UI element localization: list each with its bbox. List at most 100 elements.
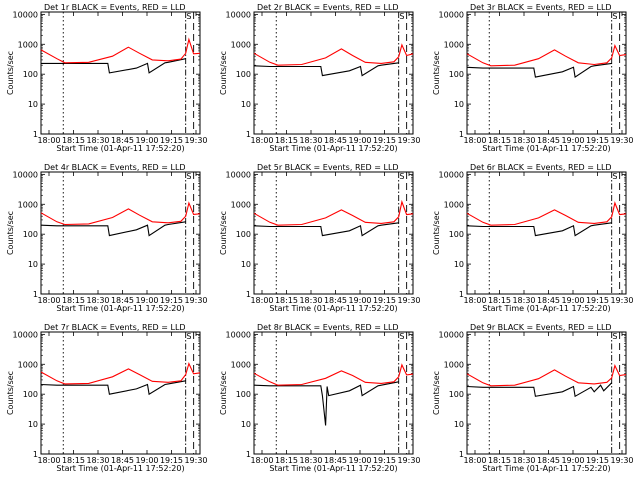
detector-panel: Det 2r BLACK = Events, RED = LLD 1 10 100 10… <box>219 3 421 153</box>
y-tick-label: 10000 <box>226 170 251 179</box>
x-tick-label: 19:30 <box>610 296 633 305</box>
x-tick-label: 19:15 <box>373 296 396 305</box>
y-tick-label: 1000 <box>444 200 464 209</box>
attenuator-flag: S <box>186 172 191 181</box>
y-tick-label: 1000 <box>444 40 464 49</box>
panel-title: Det 6r BLACK = Events, RED = LLD <box>470 163 612 172</box>
x-tick-label: 18:00 <box>463 136 486 145</box>
x-tick-label: 18:30 <box>86 296 109 305</box>
attenuator-flag: S <box>612 12 617 21</box>
x-tick-label: 18:15 <box>62 456 85 465</box>
y-tick-label: 10000 <box>13 10 38 19</box>
events-series-line <box>253 62 399 77</box>
y-tick-label: 10000 <box>439 10 464 19</box>
y-tick-label: 10000 <box>226 330 251 339</box>
x-tick-label: 19:00 <box>348 296 371 305</box>
y-tick-label: 10000 <box>13 330 38 339</box>
detector-panel: Det 7r BLACK = Events, RED = LLD 1 10 100 10… <box>6 323 208 473</box>
y-tick-label: 1 <box>246 130 251 139</box>
y-tick-label: 10 <box>241 420 251 429</box>
x-tick-label: 18:45 <box>324 296 347 305</box>
x-axis-label: Start Time (01-Apr-11 17:52:20) <box>269 464 397 473</box>
y-tick-label: 1000 <box>231 360 251 369</box>
plot-frame <box>466 11 627 135</box>
detector-panel: Det 8r BLACK = Events, RED = LLD 1 10 100 10… <box>219 323 421 473</box>
lld-series-line <box>253 363 414 386</box>
y-axis-label: Counts/sec <box>219 211 228 255</box>
x-tick-label: 19:30 <box>397 136 420 145</box>
x-tick-label: 18:00 <box>463 456 486 465</box>
y-tick-label: 10 <box>241 260 251 269</box>
x-tick-label: 18:15 <box>488 136 511 145</box>
y-tick-label: 100 <box>449 390 464 399</box>
y-tick-label: 100 <box>23 390 38 399</box>
plot-frame <box>253 331 414 455</box>
plot-frame <box>466 331 627 455</box>
y-tick-label: 10 <box>28 420 38 429</box>
lld-series-line <box>253 43 414 66</box>
y-axis-label: Counts/sec <box>219 371 228 415</box>
y-tick-label: 1 <box>33 450 38 459</box>
x-axis-label: Start Time (01-Apr-11 17:52:20) <box>482 304 610 313</box>
events-series-line <box>41 58 186 74</box>
x-tick-label: 19:15 <box>373 136 396 145</box>
x-axis-label: Start Time (01-Apr-11 17:52:20) <box>56 304 184 313</box>
x-tick-label: 18:45 <box>324 136 347 145</box>
y-tick-label: 100 <box>449 70 464 79</box>
x-tick-label: 18:00 <box>250 136 273 145</box>
x-tick-label: 18:45 <box>537 296 560 305</box>
events-series-line <box>40 380 186 396</box>
attenuator-flag: S <box>186 332 191 341</box>
x-tick-label: 18:30 <box>86 136 109 145</box>
x-axis-label: Start Time (01-Apr-11 17:52:20) <box>56 464 184 473</box>
y-tick-label: 10 <box>241 100 251 109</box>
y-tick-label: 1000 <box>231 40 251 49</box>
x-tick-label: 18:00 <box>250 456 273 465</box>
x-tick-label: 18:30 <box>299 296 322 305</box>
y-axis-label: Counts/sec <box>6 51 15 95</box>
y-tick-label: 1000 <box>231 200 251 209</box>
x-tick-label: 19:15 <box>160 136 183 145</box>
x-tick-label: 18:45 <box>537 456 560 465</box>
x-tick-label: 18:30 <box>299 136 322 145</box>
attenuator-flag: S <box>612 172 617 181</box>
attenuator-flag: S <box>399 12 404 21</box>
y-tick-label: 10 <box>454 420 464 429</box>
x-axis-label: Start Time (01-Apr-11 17:52:20) <box>269 304 397 313</box>
x-tick-label: 18:45 <box>324 456 347 465</box>
detector-panel: Det 4r BLACK = Events, RED = LLD 1 10 100 10… <box>6 163 208 313</box>
x-tick-label: 18:15 <box>488 296 511 305</box>
x-tick-label: 18:30 <box>299 456 322 465</box>
x-tick-label: 18:15 <box>275 296 298 305</box>
plot-frame <box>466 171 627 295</box>
x-tick-label: 18:00 <box>250 296 273 305</box>
y-tick-label: 10000 <box>13 170 38 179</box>
y-tick-label: 100 <box>23 70 38 79</box>
panel-title: Det 3r BLACK = Events, RED = LLD <box>470 3 612 12</box>
y-tick-label: 1 <box>459 130 464 139</box>
x-tick-label: 19:15 <box>586 136 609 145</box>
lld-series-line <box>253 199 414 226</box>
plot-frame <box>40 171 201 295</box>
y-tick-label: 1 <box>246 450 251 459</box>
x-tick-label: 18:00 <box>37 296 60 305</box>
x-tick-label: 18:30 <box>512 136 535 145</box>
events-series-line <box>466 382 613 398</box>
x-axis-label: Start Time (01-Apr-11 17:52:20) <box>482 464 610 473</box>
x-tick-label: 18:45 <box>537 136 560 145</box>
y-tick-label: 100 <box>449 230 464 239</box>
y-tick-label: 100 <box>236 70 251 79</box>
attenuator-flag: S <box>399 332 404 341</box>
y-tick-label: 10000 <box>226 10 251 19</box>
x-tick-label: 19:15 <box>160 456 183 465</box>
panel-title: Det 9r BLACK = Events, RED = LLD <box>470 323 612 332</box>
lld-series-line <box>40 37 201 64</box>
detector-panel: Det 1r BLACK = Events, RED = LLD 1 10 100 10… <box>6 3 208 153</box>
y-tick-label: 1000 <box>18 40 38 49</box>
y-tick-label: 1000 <box>18 360 38 369</box>
panel-title: Det 5r BLACK = Events, RED = LLD <box>257 163 399 172</box>
lld-series-line <box>466 363 627 387</box>
y-axis-label: Counts/sec <box>219 51 228 95</box>
x-tick-label: 18:30 <box>512 456 535 465</box>
y-tick-label: 100 <box>23 230 38 239</box>
